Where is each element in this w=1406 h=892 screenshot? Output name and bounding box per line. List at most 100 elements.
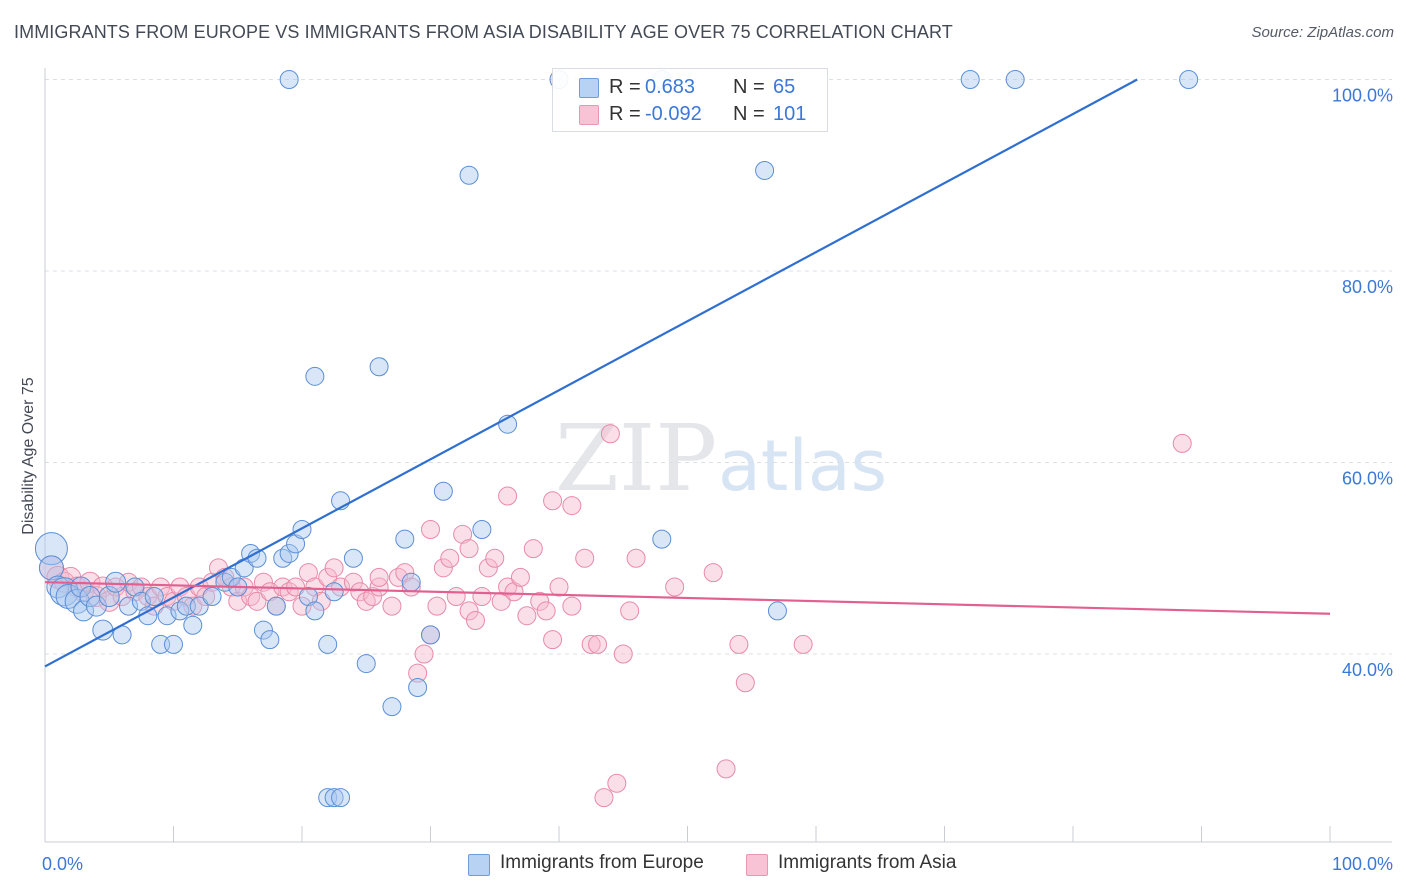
europe-point bbox=[38, 555, 64, 581]
europe-point bbox=[324, 788, 344, 808]
europe-point bbox=[73, 600, 95, 622]
y-axis-title: Disability Age Over 75 bbox=[20, 377, 37, 535]
asia-point bbox=[421, 520, 440, 540]
n-value-asia: 101 bbox=[773, 103, 807, 125]
europe-point bbox=[183, 615, 203, 635]
n-label: N = bbox=[733, 103, 765, 125]
europe-point bbox=[286, 534, 306, 554]
europe-point bbox=[382, 697, 402, 717]
asia-point bbox=[298, 563, 318, 583]
source-credit: Source: ZipAtlas.com bbox=[1251, 24, 1394, 41]
asia-point bbox=[433, 558, 453, 578]
legend-row-europe: R = 0.683 N = 65 bbox=[553, 74, 827, 100]
asia-point bbox=[453, 524, 473, 544]
asia-point bbox=[581, 634, 601, 654]
asia-point bbox=[665, 577, 685, 597]
asia-point bbox=[363, 587, 383, 607]
asia-trend-line bbox=[44, 581, 1331, 615]
asia-point bbox=[318, 567, 338, 587]
europe-trend-line bbox=[44, 78, 1138, 668]
asia-point bbox=[478, 558, 498, 578]
asia-point bbox=[543, 491, 563, 511]
europe-point bbox=[298, 587, 318, 607]
europe-point bbox=[64, 588, 90, 614]
asia-point bbox=[562, 496, 582, 516]
asia-point bbox=[485, 548, 505, 568]
asia-point bbox=[247, 591, 267, 611]
r-label: R = bbox=[609, 76, 641, 98]
europe-point bbox=[157, 606, 177, 626]
asia-legend-label: Immigrants from Asia bbox=[778, 852, 957, 873]
europe-point bbox=[459, 165, 479, 185]
europe-point bbox=[202, 587, 222, 607]
x-tick-label: 0.0% bbox=[42, 854, 83, 874]
europe-point bbox=[305, 601, 325, 621]
asia-point bbox=[613, 644, 633, 664]
asia-point bbox=[369, 567, 389, 587]
correlation-legend: R = 0.683 N = 65 R = -0.092 N = 101 bbox=[552, 68, 828, 132]
grid-lines bbox=[45, 79, 1392, 655]
asia-point bbox=[600, 424, 620, 444]
europe-point bbox=[125, 577, 145, 597]
asia-point bbox=[536, 601, 556, 621]
europe-point bbox=[189, 596, 209, 616]
asia-point bbox=[324, 558, 344, 578]
europe-point bbox=[369, 357, 389, 377]
europe-point bbox=[324, 582, 344, 602]
europe-point bbox=[767, 601, 787, 621]
europe-point bbox=[652, 529, 672, 549]
r-value-asia: -0.092 bbox=[645, 103, 702, 125]
asia-point bbox=[305, 577, 325, 597]
y-tick-label: 60.0% bbox=[1342, 469, 1393, 489]
watermark-atlas: atlas bbox=[718, 425, 887, 507]
asia-point bbox=[440, 548, 460, 568]
axes bbox=[44, 68, 1392, 843]
asia-point bbox=[459, 601, 479, 621]
legend-row-asia: R = -0.092 N = 101 bbox=[553, 101, 827, 127]
asia-point bbox=[607, 773, 627, 793]
y-tick-label: 80.0% bbox=[1342, 277, 1393, 297]
europe-point bbox=[34, 532, 68, 566]
europe-point bbox=[131, 591, 151, 611]
europe-point bbox=[119, 596, 139, 616]
europe-point bbox=[395, 529, 415, 549]
europe-point bbox=[305, 366, 325, 386]
asia-point bbox=[729, 634, 749, 654]
y-tick-labels: 40.0% 60.0% 80.0% 100.0% bbox=[1332, 86, 1393, 681]
europe-point bbox=[331, 788, 351, 808]
europe-legend-swatch bbox=[468, 854, 490, 876]
europe-point bbox=[421, 625, 440, 645]
europe-point bbox=[105, 571, 127, 593]
europe-point bbox=[98, 586, 120, 608]
y-tick-label: 100.0% bbox=[1332, 86, 1393, 106]
asia-point bbox=[703, 563, 723, 583]
europe-point bbox=[279, 543, 299, 563]
europe-point bbox=[755, 160, 775, 180]
asia-point bbox=[465, 610, 485, 630]
asia-point bbox=[427, 596, 447, 616]
asia-point bbox=[504, 582, 524, 602]
asia-point bbox=[626, 548, 646, 568]
asia-point bbox=[620, 601, 640, 621]
asia-point bbox=[350, 582, 370, 602]
x-tick-labels: 0.0% 100.0% bbox=[42, 854, 1393, 874]
n-label: N = bbox=[733, 76, 765, 98]
asia-point bbox=[151, 577, 171, 597]
asia-point bbox=[183, 596, 203, 616]
asia-point bbox=[716, 759, 736, 779]
europe-point bbox=[960, 70, 980, 89]
asia-point bbox=[549, 577, 569, 597]
asia-legend-swatch bbox=[746, 854, 768, 876]
r-label: R = bbox=[609, 103, 641, 125]
asia-point bbox=[543, 630, 563, 650]
watermark-zip: ZIP bbox=[555, 405, 717, 512]
series-legend: Immigrants from Europe Immigrants from A… bbox=[0, 852, 1406, 878]
asia-point bbox=[395, 563, 415, 583]
europe-point bbox=[253, 620, 273, 640]
asia-point bbox=[498, 486, 518, 506]
europe-point bbox=[408, 678, 428, 698]
asia-point bbox=[382, 596, 402, 616]
asia-point bbox=[408, 663, 428, 683]
europe-point bbox=[401, 572, 421, 592]
